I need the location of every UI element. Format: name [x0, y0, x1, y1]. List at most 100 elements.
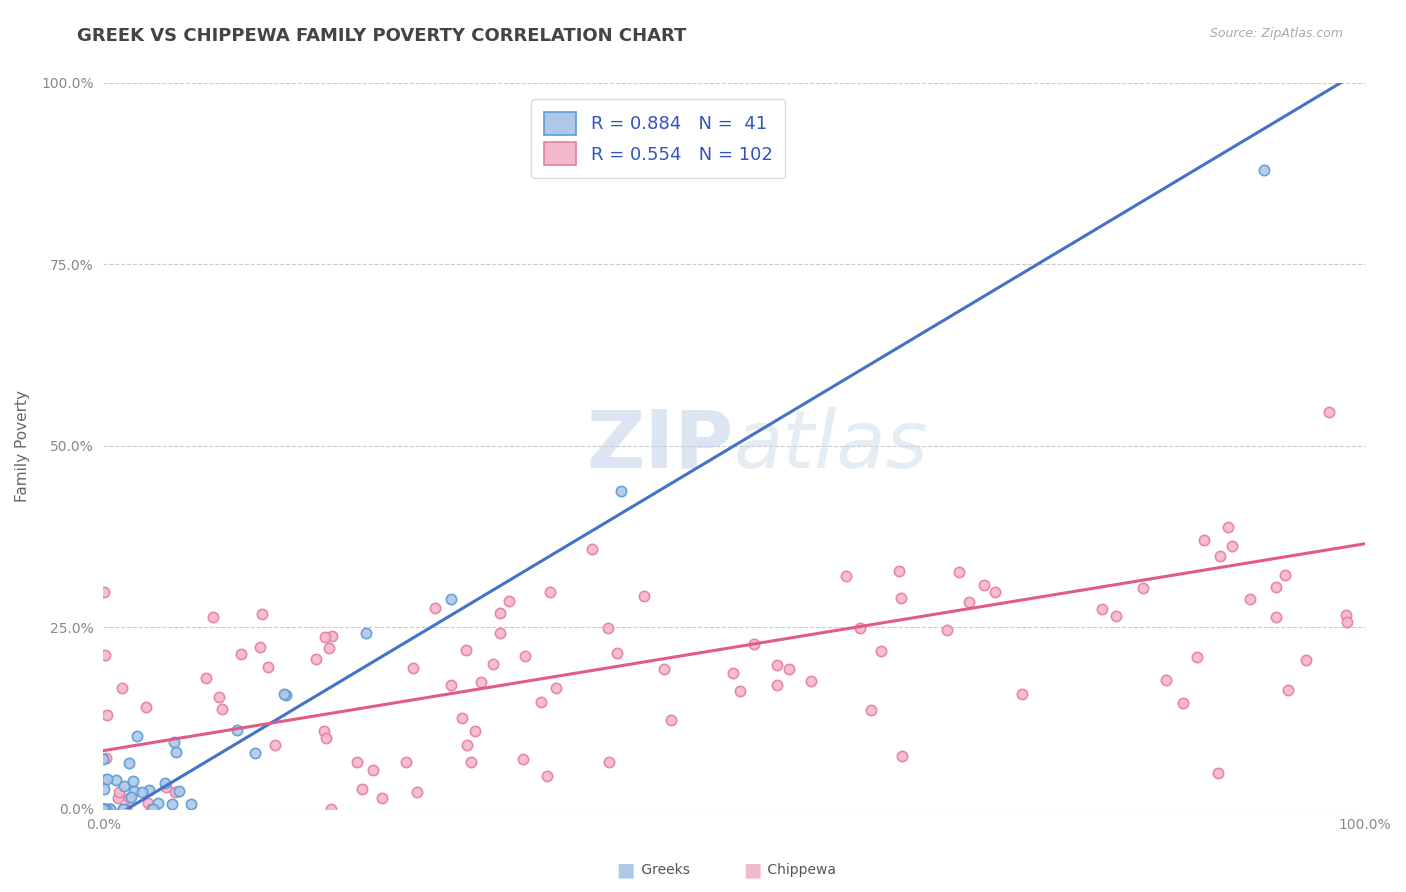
Point	[257, 659, 280, 673]
Point	[138, 782, 160, 797]
Point	[361, 763, 384, 777]
Point	[1336, 608, 1358, 623]
Point	[800, 674, 823, 689]
Point	[1277, 683, 1299, 698]
Point	[98, 802, 121, 816]
Point	[93, 802, 115, 816]
Point	[1208, 765, 1230, 780]
Point	[973, 578, 995, 592]
Point	[546, 681, 568, 695]
Point	[180, 797, 202, 811]
Point	[1192, 533, 1215, 547]
Point	[115, 802, 138, 816]
Point	[112, 802, 135, 816]
Point	[402, 661, 425, 675]
Point	[530, 695, 553, 709]
Point	[1295, 653, 1317, 667]
Point	[654, 662, 676, 676]
Point	[229, 647, 252, 661]
Point	[112, 802, 135, 816]
Point	[111, 681, 134, 695]
Point	[225, 723, 247, 738]
Point	[766, 678, 789, 692]
Point	[456, 739, 478, 753]
Point	[1265, 609, 1288, 624]
Point	[94, 802, 117, 816]
Point	[1185, 649, 1208, 664]
Point	[728, 684, 751, 698]
Point	[93, 802, 115, 816]
Point	[315, 731, 337, 746]
Text: Chippewa: Chippewa	[763, 863, 837, 877]
Point	[93, 802, 115, 816]
Point	[1171, 696, 1194, 710]
Point	[153, 776, 176, 790]
Point	[1336, 615, 1358, 630]
Point	[598, 755, 620, 769]
Point	[93, 782, 115, 797]
Point	[142, 802, 165, 816]
Point	[778, 662, 800, 676]
Point	[513, 649, 536, 664]
Point	[105, 772, 128, 787]
Point	[1218, 520, 1240, 534]
Point	[243, 746, 266, 760]
Point	[127, 729, 149, 743]
Point	[948, 566, 970, 580]
Point	[350, 782, 373, 797]
Point	[581, 541, 603, 556]
Point	[859, 703, 882, 717]
Point	[194, 671, 217, 685]
Point	[118, 791, 141, 805]
Point	[122, 784, 145, 798]
Point	[273, 687, 295, 701]
Point	[538, 584, 561, 599]
Point	[470, 674, 492, 689]
Point	[890, 591, 912, 606]
Point	[1104, 608, 1126, 623]
Point	[96, 772, 118, 786]
Point	[94, 648, 117, 662]
Point	[93, 752, 115, 766]
Point	[1239, 591, 1261, 606]
Point	[211, 701, 233, 715]
Point	[112, 779, 135, 793]
Text: ZIP: ZIP	[586, 407, 734, 485]
Text: GREEK VS CHIPPEWA FAMILY POVERTY CORRELATION CHART: GREEK VS CHIPPEWA FAMILY POVERTY CORRELA…	[77, 27, 686, 45]
Point	[314, 630, 336, 644]
Point	[93, 772, 115, 787]
Point	[1317, 404, 1340, 418]
Point	[97, 802, 120, 816]
Point	[346, 755, 368, 769]
Point	[96, 708, 118, 723]
Point	[460, 756, 482, 770]
Text: ■: ■	[742, 860, 762, 880]
Point	[440, 678, 463, 692]
Point	[488, 626, 510, 640]
Point	[766, 658, 789, 673]
Point	[276, 688, 298, 702]
Point	[305, 652, 328, 666]
Point	[1253, 163, 1275, 178]
Point	[1011, 687, 1033, 701]
Point	[371, 791, 394, 805]
Point	[498, 594, 520, 608]
Point	[354, 625, 377, 640]
Point	[834, 569, 856, 583]
Point	[165, 745, 187, 759]
Point	[163, 735, 186, 749]
Point	[94, 751, 117, 765]
Point	[93, 802, 115, 816]
Point	[870, 643, 893, 657]
Point	[93, 802, 115, 816]
Point	[155, 780, 177, 794]
Point	[146, 796, 169, 810]
Point	[659, 713, 682, 727]
Point	[606, 646, 628, 660]
Point	[1220, 539, 1243, 553]
Point	[610, 483, 633, 498]
Point	[512, 752, 534, 766]
Point	[957, 595, 980, 609]
Point	[983, 584, 1005, 599]
Point	[120, 789, 142, 804]
